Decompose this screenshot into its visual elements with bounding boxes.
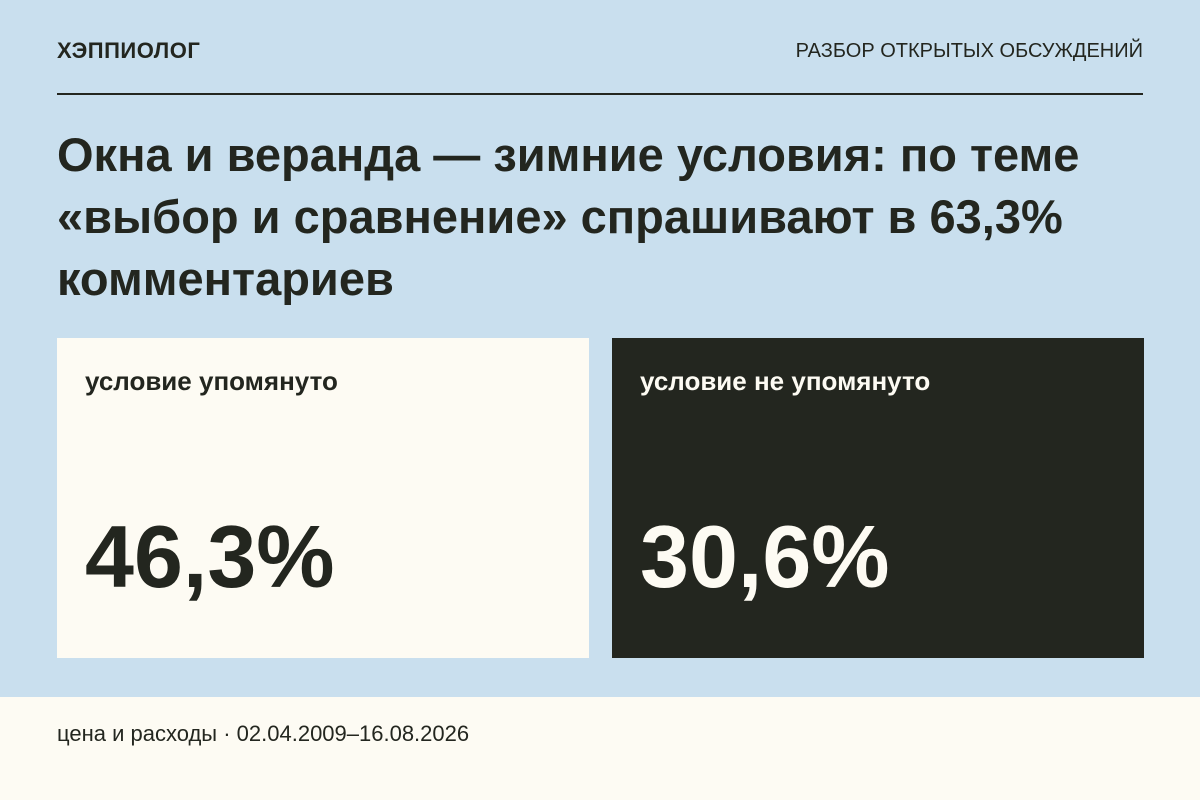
stat-value: 30,6% — [640, 507, 890, 606]
footer: цена и расходы · 02.04.2009–16.08.2026 — [0, 697, 1200, 800]
stat-label: условие не упомянуто — [640, 366, 931, 396]
section-label: РАЗБОР ОТКРЫТЫХ ОБСУЖДЕНИЙ — [795, 40, 1143, 62]
stat-card: условие упомянуто 46,3% — [57, 338, 589, 658]
brand: ХЭППИОЛОГ — [57, 38, 201, 63]
stat-value: 46,3% — [85, 507, 335, 606]
divider — [57, 93, 1143, 95]
headline: Окна и веранда — зимние условия: по теме… — [57, 128, 1080, 305]
stat-label: условие упомянуто — [85, 366, 338, 396]
footer-text: цена и расходы · 02.04.2009–16.08.2026 — [57, 721, 470, 746]
stat-card: условие не упомянуто 30,6% — [612, 338, 1144, 658]
